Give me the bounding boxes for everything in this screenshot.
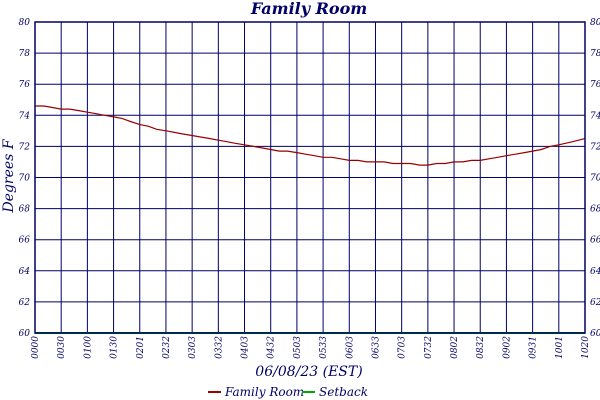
x-axis-label: 06/08/23 (EST) <box>255 364 362 380</box>
x-tick-label: 0902 <box>502 336 512 359</box>
y-tick-label-right: 80 <box>590 18 600 28</box>
y-tick-label-right: 60 <box>590 329 600 339</box>
y-tick-label-right: 68 <box>590 205 600 215</box>
x-tick-label: 0100 <box>83 336 93 359</box>
y-tick-label-left: 68 <box>19 205 31 215</box>
x-tick-label: 0432 <box>267 336 277 359</box>
x-tick-label: 0732 <box>424 336 434 359</box>
legend-label-setback: Setback <box>319 385 368 399</box>
chart-title: Family Room <box>250 0 367 18</box>
y-tick-label-left: 74 <box>19 111 31 121</box>
y-tick-label-left: 62 <box>19 298 31 308</box>
x-tick-label: 1020 <box>581 336 591 359</box>
y-tick-label-left: 66 <box>19 236 31 246</box>
y-tick-label-right: 74 <box>590 111 600 121</box>
y-tick-label-right: 72 <box>590 142 600 152</box>
series-line-family-room <box>35 105 586 166</box>
legend: Family Room Setback <box>208 385 368 399</box>
x-tick-label: 0832 <box>476 336 486 359</box>
x-tick-label: 0931 <box>529 336 539 359</box>
x-tick-label: 0130 <box>110 336 120 359</box>
y-axis-right-ticks: 60 62 64 66 68 70 72 74 76 78 80 <box>590 18 600 339</box>
y-tick-label-left: 72 <box>19 142 31 152</box>
y-tick-label-left: 76 <box>19 80 31 90</box>
y-tick-label-left: 70 <box>19 174 31 184</box>
y-tick-label-left: 60 <box>19 329 31 339</box>
x-tick-label: 0802 <box>450 336 460 359</box>
y-tick-label-right: 76 <box>590 80 600 90</box>
y-tick-label-right: 70 <box>590 174 600 184</box>
x-tick-label: 0030 <box>57 336 67 359</box>
y-tick-label-right: 64 <box>590 267 600 277</box>
x-tick-label: 0201 <box>136 336 146 359</box>
x-tick-label: 0703 <box>398 336 408 359</box>
y-tick-label-right: 62 <box>590 298 600 308</box>
x-tick-label: 1001 <box>555 336 565 359</box>
x-tick-label: 0000 <box>31 336 41 359</box>
x-tick-label: 0503 <box>293 336 303 359</box>
legend-label-family-room: Family Room <box>224 385 304 399</box>
x-tick-label: 0633 <box>371 336 381 359</box>
y-tick-label-left: 64 <box>19 267 31 277</box>
x-tick-label: 0603 <box>345 336 355 359</box>
x-axis-ticks: 0000 0030 0100 0130 0201 0232 0303 0332 0403 0432… <box>31 336 591 359</box>
y-tick-label-right: 66 <box>590 236 600 246</box>
y-tick-label-left: 80 <box>19 18 31 28</box>
y-tick-label-right: 78 <box>590 49 600 59</box>
x-tick-label: 0332 <box>214 336 224 359</box>
y-axis-left-ticks: 60 62 64 66 68 70 72 74 76 78 80 <box>19 18 31 339</box>
y-axis-label: Degrees F <box>1 138 17 213</box>
y-tick-label-left: 78 <box>19 49 31 59</box>
x-tick-label: 0533 <box>319 336 329 359</box>
plot-frame <box>34 21 586 334</box>
x-tick-label: 0303 <box>188 336 198 359</box>
x-tick-label: 0403 <box>241 336 251 359</box>
x-tick-label: 0232 <box>162 336 172 359</box>
